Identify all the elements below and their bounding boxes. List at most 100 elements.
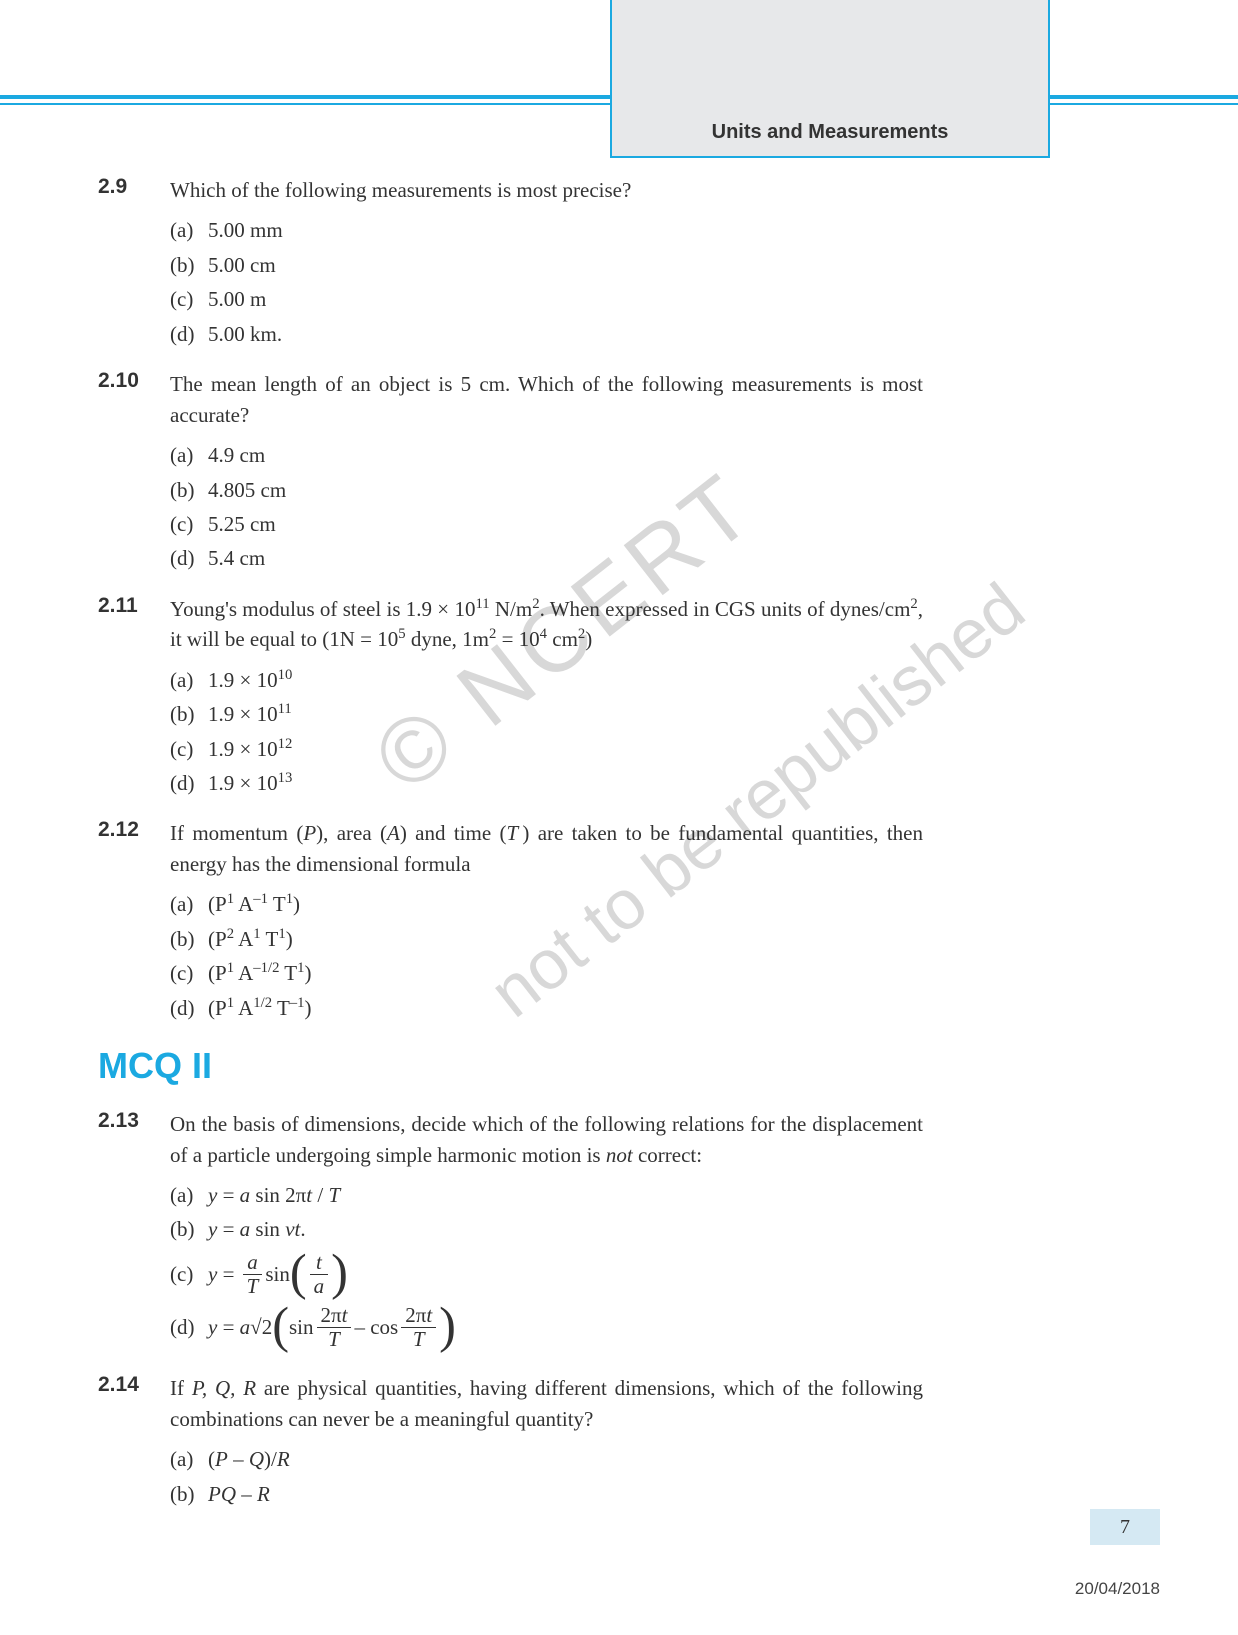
question-text: The mean length of an object is 5 cm. Wh… (170, 369, 923, 430)
option: (c)5.25 cm (170, 509, 923, 539)
section-title: MCQ II (98, 1045, 923, 1087)
option-value: (P2 A1 T1) (208, 924, 923, 954)
option: (d) y = a√2 ( sin 2πtT – cos 2πtT ) (170, 1304, 923, 1351)
option-value: 5.4 cm (208, 543, 923, 573)
option-label: (d) (170, 543, 208, 573)
question-body: Which of the following measurements is m… (170, 175, 923, 353)
option-label: (c) (170, 1259, 208, 1289)
question: 2.13 On the basis of dimensions, decide … (98, 1109, 923, 1357)
option-label: (a) (170, 215, 208, 245)
option: (c)5.00 m (170, 284, 923, 314)
option: (d)(P1 A1/2 T–1) (170, 993, 923, 1023)
question-body: If momentum (P), area (A) and time (T ) … (170, 818, 923, 1027)
option: (c)(P1 A–1/2 T1) (170, 958, 923, 988)
option-label: (b) (170, 924, 208, 954)
question-body: Young's modulus of steel is 1.9 × 1011 N… (170, 594, 923, 803)
option-equation: y = aT sin ( ta ) (208, 1251, 348, 1298)
question-body: The mean length of an object is 5 cm. Wh… (170, 369, 923, 578)
option: (a)1.9 × 1010 (170, 665, 923, 695)
question-number: 2.13 (98, 1109, 170, 1133)
option-equation: y = a√2 ( sin 2πtT – cos 2πtT ) (208, 1304, 456, 1351)
option-value: 1.9 × 1011 (208, 699, 923, 729)
question-text: If P, Q, R are physical quantities, havi… (170, 1373, 923, 1434)
option-label: (d) (170, 319, 208, 349)
question-body: If P, Q, R are physical quantities, havi… (170, 1373, 923, 1513)
question: 2.11 Young's modulus of steel is 1.9 × 1… (98, 594, 923, 803)
question-text: Young's modulus of steel is 1.9 × 1011 N… (170, 594, 923, 655)
option-label: (b) (170, 1479, 208, 1509)
question-text: If momentum (P), area (A) and time (T ) … (170, 818, 923, 879)
option-value: 5.00 km. (208, 319, 923, 349)
option: (a)(P – Q)/R (170, 1444, 923, 1474)
options: (a)(P – Q)/R (b)PQ – R (170, 1444, 923, 1509)
option-value: PQ – R (208, 1479, 923, 1509)
page-number: 7 (1090, 1509, 1160, 1545)
question-number: 2.9 (98, 175, 170, 199)
option-value: (P1 A–1 T1) (208, 889, 923, 919)
option-label: (d) (170, 993, 208, 1023)
option-label: (c) (170, 734, 208, 764)
option-value: 1.9 × 1010 (208, 665, 923, 695)
chapter-title: Units and Measurements (612, 121, 1048, 144)
question-body: On the basis of dimensions, decide which… (170, 1109, 923, 1357)
option-label: (c) (170, 509, 208, 539)
option: (c)1.9 × 1012 (170, 734, 923, 764)
question-number: 2.14 (98, 1373, 170, 1397)
option-label: (d) (170, 768, 208, 798)
question-number: 2.10 (98, 369, 170, 393)
option-label: (b) (170, 250, 208, 280)
option-label: (c) (170, 958, 208, 988)
option: (d)5.4 cm (170, 543, 923, 573)
option: (a)5.00 mm (170, 215, 923, 245)
option: (b)5.00 cm (170, 250, 923, 280)
option-label: (a) (170, 1180, 208, 1210)
options: (a) y = a sin 2πt / T (b) y = a sin vt. … (170, 1180, 923, 1351)
chapter-tab: Units and Measurements (610, 0, 1050, 158)
option-equation: y = a sin vt. (208, 1214, 306, 1244)
option: (b)PQ – R (170, 1479, 923, 1509)
option: (a)(P1 A–1 T1) (170, 889, 923, 919)
option-value: 4.805 cm (208, 475, 923, 505)
option: (b)(P2 A1 T1) (170, 924, 923, 954)
option-label: (a) (170, 889, 208, 919)
options: (a)(P1 A–1 T1) (b)(P2 A1 T1) (c)(P1 A–1/… (170, 889, 923, 1023)
option: (d)5.00 km. (170, 319, 923, 349)
option-value: 4.9 cm (208, 440, 923, 470)
options: (a)5.00 mm (b)5.00 cm (c)5.00 m (d)5.00 … (170, 215, 923, 349)
option: (a)4.9 cm (170, 440, 923, 470)
footer-date: 20/04/2018 (1075, 1579, 1160, 1599)
question-number: 2.11 (98, 594, 170, 618)
option-equation: y = a sin 2πt / T (208, 1180, 340, 1210)
option-value: 5.25 cm (208, 509, 923, 539)
options: (a)4.9 cm (b)4.805 cm (c)5.25 cm (d)5.4 … (170, 440, 923, 574)
option-label: (a) (170, 440, 208, 470)
question-text: Which of the following measurements is m… (170, 175, 923, 205)
option: (d)1.9 × 1013 (170, 768, 923, 798)
option-value: (P1 A1/2 T–1) (208, 993, 923, 1023)
option: (a) y = a sin 2πt / T (170, 1180, 923, 1210)
option-label: (a) (170, 665, 208, 695)
option-label: (b) (170, 699, 208, 729)
option-label: (b) (170, 475, 208, 505)
question-text: On the basis of dimensions, decide which… (170, 1109, 923, 1170)
options: (a)1.9 × 1010 (b)1.9 × 1011 (c)1.9 × 101… (170, 665, 923, 799)
question: 2.10 The mean length of an object is 5 c… (98, 369, 923, 578)
page-content: 2.9 Which of the following measurements … (98, 175, 923, 1529)
option-value: 1.9 × 1013 (208, 768, 923, 798)
option: (b) y = a sin vt. (170, 1214, 923, 1244)
option-label: (d) (170, 1312, 208, 1342)
option-value: (P1 A–1/2 T1) (208, 958, 923, 988)
option-value: 1.9 × 1012 (208, 734, 923, 764)
option-label: (c) (170, 284, 208, 314)
question: 2.9 Which of the following measurements … (98, 175, 923, 353)
question: 2.14 If P, Q, R are physical quantities,… (98, 1373, 923, 1513)
option-value: 5.00 mm (208, 215, 923, 245)
option-value: (P – Q)/R (208, 1444, 923, 1474)
question-number: 2.12 (98, 818, 170, 842)
option: (b)1.9 × 1011 (170, 699, 923, 729)
question: 2.12 If momentum (P), area (A) and time … (98, 818, 923, 1027)
option-label: (b) (170, 1214, 208, 1244)
option-label: (a) (170, 1444, 208, 1474)
option-value: 5.00 cm (208, 250, 923, 280)
option: (b)4.805 cm (170, 475, 923, 505)
